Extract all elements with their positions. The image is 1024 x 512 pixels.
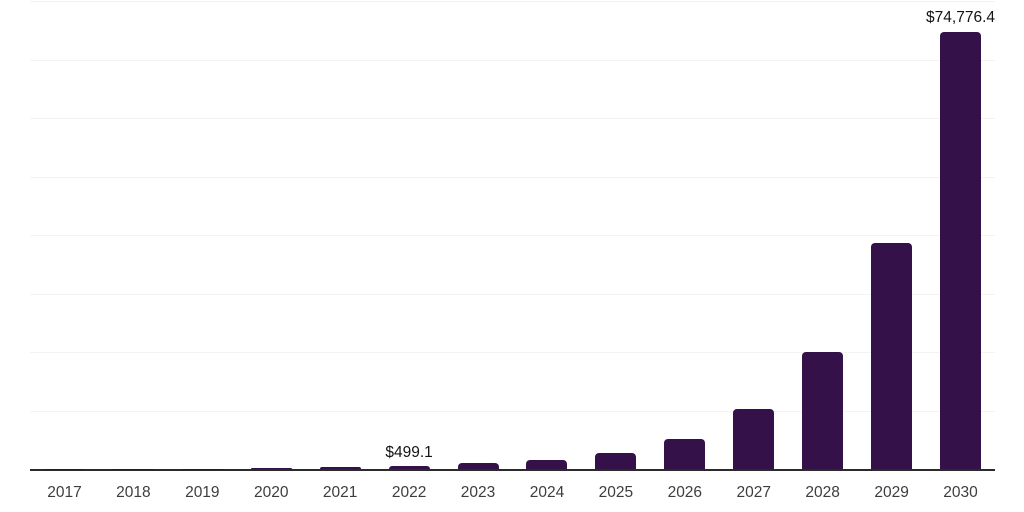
bar-2030 — [940, 31, 982, 469]
value-label-2030: $74,776.4 — [926, 9, 996, 27]
value-label-2022: $499.1 — [385, 443, 433, 461]
bar-2025 — [595, 453, 637, 469]
bar-2029 — [871, 243, 913, 469]
gridline — [30, 1, 995, 2]
x-axis-tick-label-2024: 2024 — [529, 484, 565, 501]
gridline — [30, 235, 995, 236]
bar-2021 — [319, 467, 361, 469]
x-axis-tick-label-2027: 2027 — [736, 484, 771, 501]
x-axis-tick-label-2030: 2030 — [943, 484, 978, 501]
x-axis-tick-label-2018: 2018 — [116, 484, 151, 501]
x-axis-tick-label-2021: 2021 — [322, 484, 358, 501]
bar-2022 — [388, 466, 430, 469]
x-axis-tick-label-2017: 2017 — [47, 484, 82, 501]
x-axis-tick-label-2023: 2023 — [460, 484, 496, 501]
x-axis-tick-label-2019: 2019 — [185, 484, 220, 501]
bar-2023 — [457, 463, 499, 469]
bar-2026 — [664, 438, 706, 469]
plot-area: $499.1 $74,776.4 — [30, 1, 996, 471]
gridline — [30, 176, 995, 178]
bar-2020 — [250, 468, 292, 469]
x-axis-tick-label-2022: 2022 — [391, 484, 427, 501]
x-axis-line — [30, 468, 995, 471]
gridline — [30, 293, 995, 295]
x-axis-tick-label-2028: 2028 — [805, 484, 840, 501]
gridline — [30, 410, 995, 412]
bar-2024 — [526, 460, 568, 469]
x-axis-tick-label-2029: 2029 — [874, 484, 909, 501]
gridline — [30, 352, 995, 353]
bar-2027 — [733, 409, 775, 469]
gridline — [30, 59, 995, 61]
x-axis-tick-label-2020: 2020 — [254, 484, 289, 501]
bar-2028 — [802, 352, 844, 469]
gridline — [30, 118, 995, 119]
x-axis-tick-label-2025: 2025 — [598, 484, 634, 501]
x-axis-tick-label-2026: 2026 — [667, 484, 703, 501]
